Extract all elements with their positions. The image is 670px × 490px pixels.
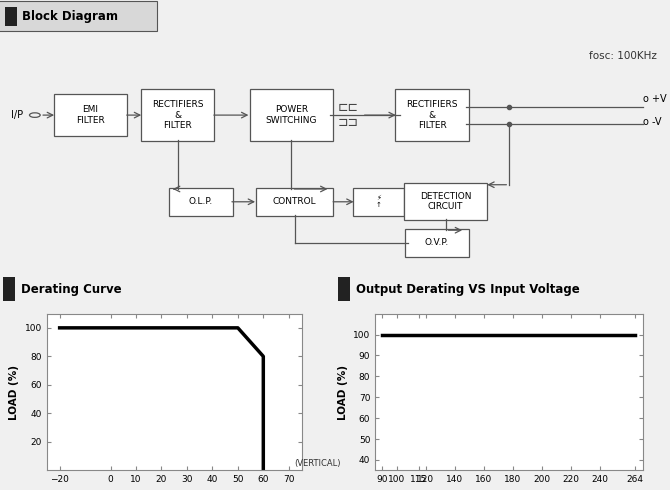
FancyBboxPatch shape — [141, 89, 214, 142]
FancyBboxPatch shape — [403, 183, 488, 220]
Text: RECTIFIERS
&
FILTER: RECTIFIERS & FILTER — [407, 100, 458, 130]
Text: ⚡
↑: ⚡ ↑ — [376, 196, 381, 208]
Text: ⊏⊏
⊐⊐: ⊏⊏ ⊐⊐ — [338, 101, 359, 129]
Text: RECTIFIERS
&
FILTER: RECTIFIERS & FILTER — [152, 100, 203, 130]
FancyBboxPatch shape — [54, 94, 127, 136]
FancyBboxPatch shape — [256, 188, 334, 216]
Text: Output Derating VS Input Voltage: Output Derating VS Input Voltage — [356, 283, 580, 295]
Text: DETECTION
CIRCUIT: DETECTION CIRCUIT — [420, 192, 471, 212]
Text: Derating Curve: Derating Curve — [21, 283, 122, 295]
Text: POWER
SWITCHING: POWER SWITCHING — [266, 105, 317, 125]
Text: fosc: 100KHz: fosc: 100KHz — [589, 51, 657, 61]
Text: O.V.P.: O.V.P. — [425, 239, 449, 247]
FancyBboxPatch shape — [395, 89, 469, 142]
Text: I/P: I/P — [11, 110, 23, 120]
Text: o +V: o +V — [643, 95, 667, 104]
Bar — [5, 7, 17, 25]
Text: (VERTICAL): (VERTICAL) — [294, 459, 340, 467]
Text: o -V: o -V — [643, 117, 662, 127]
Text: EMI
FILTER: EMI FILTER — [76, 105, 105, 125]
Text: O.L.P.: O.L.P. — [189, 197, 213, 206]
FancyBboxPatch shape — [0, 1, 157, 31]
Y-axis label: LOAD (%): LOAD (%) — [9, 365, 19, 419]
Bar — [3, 277, 15, 301]
FancyBboxPatch shape — [169, 188, 233, 216]
Bar — [338, 277, 350, 301]
FancyBboxPatch shape — [405, 229, 469, 257]
FancyBboxPatch shape — [249, 89, 334, 142]
Text: CONTROL: CONTROL — [273, 197, 317, 206]
FancyBboxPatch shape — [354, 188, 403, 216]
Text: Block Diagram: Block Diagram — [22, 10, 118, 23]
Y-axis label: LOAD (%): LOAD (%) — [338, 365, 348, 419]
